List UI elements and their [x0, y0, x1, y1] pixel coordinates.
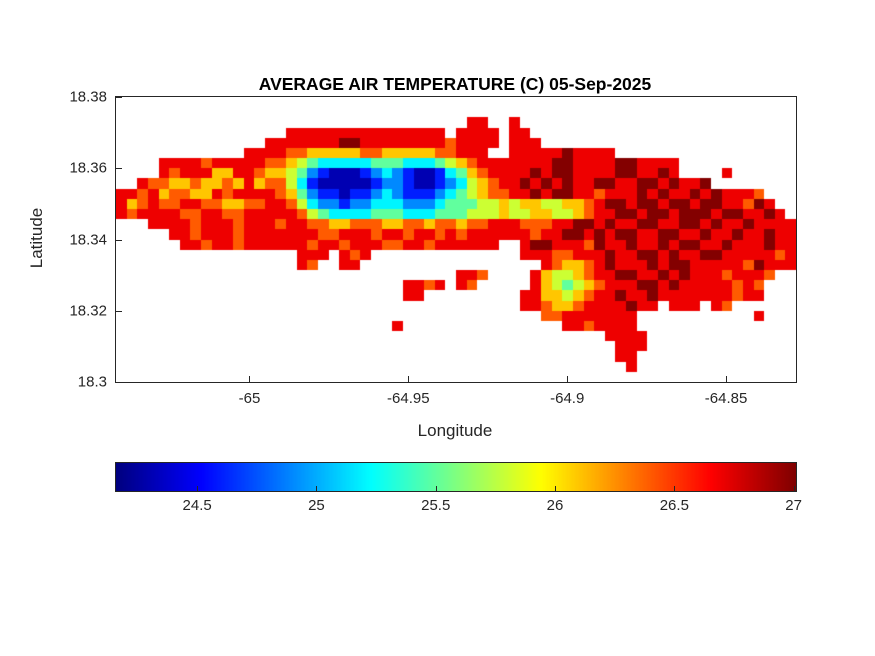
colorbar-tick-label: 24.5	[182, 497, 212, 514]
x-tick-label: -64.9	[550, 390, 585, 407]
colorbar-canvas	[116, 463, 796, 491]
colorbar-tick-label: 25.5	[421, 497, 451, 514]
y-tick-label: 18.36	[69, 159, 107, 177]
x-tick-mark	[408, 376, 410, 382]
x-tick-label: -64.85	[704, 390, 748, 407]
colorbar: 24.5 25 25.5 26 26.5 27	[115, 462, 802, 514]
heatmap-canvas	[116, 97, 796, 382]
colorbar-tick-label: 27	[785, 497, 802, 514]
y-tick-label: 18.38	[69, 88, 107, 106]
colorbar-tick-mark	[793, 486, 795, 491]
colorbar-tick-mark	[435, 486, 437, 491]
colorbar-tick-mark	[197, 486, 199, 491]
y-tick-mark	[116, 382, 122, 383]
y-tick-label: 18.3	[77, 373, 107, 391]
plot-area: -65 -64.95 -64.9 -64.85 18.38 18.36 18.34 18.32…	[69, 89, 797, 407]
x-tick-label: -64.95	[387, 390, 430, 407]
x-tick-mark	[249, 376, 251, 382]
y-tick-label: 18.32	[69, 302, 107, 320]
y-tick-mark	[116, 97, 122, 98]
chart-title: AVERAGE AIR TEMPERATURE (C) 05-Sep-2025	[258, 74, 652, 94]
y-tick-mark	[116, 310, 122, 312]
colorbar-tick-label: 26.5	[659, 497, 689, 514]
x-tick-mark	[567, 376, 569, 382]
y-axis-label: Latitude	[27, 207, 46, 269]
colorbar-tick-mark	[674, 486, 676, 491]
y-tick-mark	[116, 168, 122, 170]
colorbar-tick-mark	[316, 486, 318, 491]
x-axis-label: Longitude	[417, 421, 493, 440]
y-tick-mark	[116, 239, 122, 241]
y-tick-label: 18.34	[69, 231, 107, 248]
x-tick-mark	[726, 376, 728, 382]
colorbar-tick-label: 25	[308, 497, 325, 514]
colorbar-tick-mark	[555, 486, 557, 491]
x-tick-label: -65	[238, 390, 261, 407]
colorbar-tick-label: 26	[546, 497, 564, 514]
